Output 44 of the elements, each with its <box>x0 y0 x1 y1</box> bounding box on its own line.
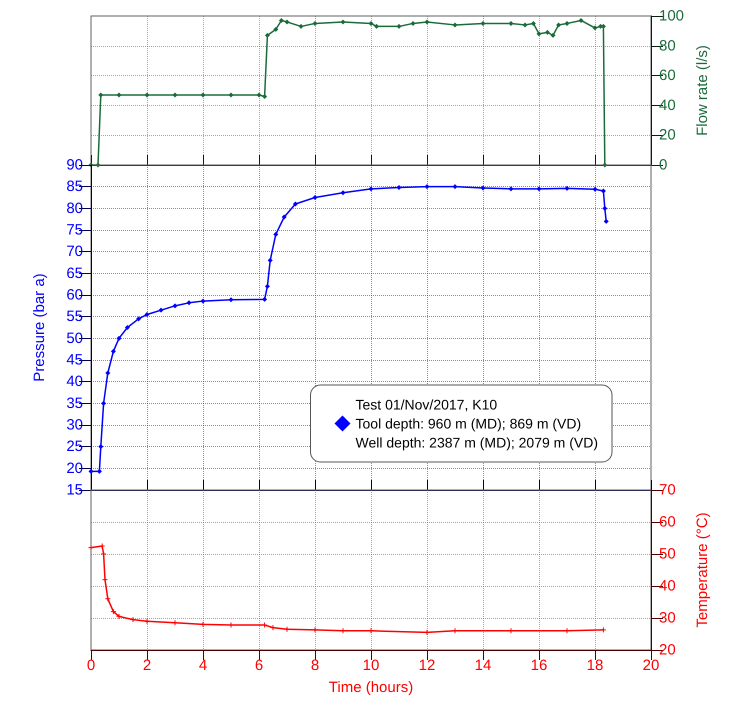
y2-tick-label: 30 <box>659 610 676 626</box>
x-axis-title: Time (hours) <box>328 679 414 696</box>
y2-tick-label: 40 <box>659 96 676 114</box>
y-tick-label: 60 <box>66 286 83 304</box>
y2-tick-label: 60 <box>659 67 676 84</box>
x-tick-label: 18 <box>586 657 604 674</box>
x-tick-label: 2 <box>142 657 152 674</box>
x-tick-label: 6 <box>254 657 264 674</box>
x-tick-label: 12 <box>418 657 436 674</box>
y2-axis-title: Flow rate (l/s) <box>694 45 711 136</box>
y-tick-label: 80 <box>66 200 83 217</box>
x-tick-label: 4 <box>198 657 208 674</box>
x-tick-label: 0 <box>86 657 96 674</box>
legend-label: Test 01/Nov/2017, K10 Tool depth: 960 m (MD); 869 m (VD) Well depth: 2387 m (MD); 2079 m (VD) <box>356 396 598 450</box>
y-tick-label: 25 <box>66 438 83 456</box>
x-tick-label: 10 <box>362 657 380 674</box>
y2-tick-label: 20 <box>659 126 676 144</box>
y-tick-label: 70 <box>66 243 83 260</box>
y2-axis-title: Temperature (°C) <box>694 512 711 628</box>
y-tick-label: 65 <box>66 264 83 282</box>
y2-tick-label: 50 <box>659 546 676 562</box>
y-tick-label: 90 <box>66 156 83 174</box>
x-tick-label: 16 <box>530 657 548 674</box>
y-tick-label: 15 <box>66 482 83 498</box>
y-tick-label: 85 <box>66 178 83 196</box>
y-tick-label: 55 <box>66 308 83 326</box>
x-tick-label: 8 <box>310 657 320 674</box>
y2-tick-label: 80 <box>659 37 676 54</box>
y-axis-title: Pressure (bar a) <box>31 273 48 382</box>
y-tick-label: 35 <box>66 394 83 412</box>
y2-tick-label: 70 <box>659 482 676 498</box>
y-tick-label: 50 <box>66 330 83 347</box>
y-tick-label: 45 <box>66 352 83 368</box>
y2-tick-label: 100 <box>659 8 684 24</box>
y2-tick-label: 20 <box>659 642 676 658</box>
y2-tick-label: 60 <box>659 514 676 530</box>
y-tick-label: 75 <box>66 222 83 238</box>
y2-tick-label: 0 <box>659 156 668 174</box>
y-tick-label: 30 <box>66 416 83 434</box>
x-tick-label: 20 <box>642 657 660 674</box>
y-tick-label: 20 <box>66 460 83 477</box>
y-tick-label: 40 <box>66 373 83 390</box>
x-tick-label: 14 <box>474 657 492 674</box>
y2-tick-label: 40 <box>659 578 676 594</box>
